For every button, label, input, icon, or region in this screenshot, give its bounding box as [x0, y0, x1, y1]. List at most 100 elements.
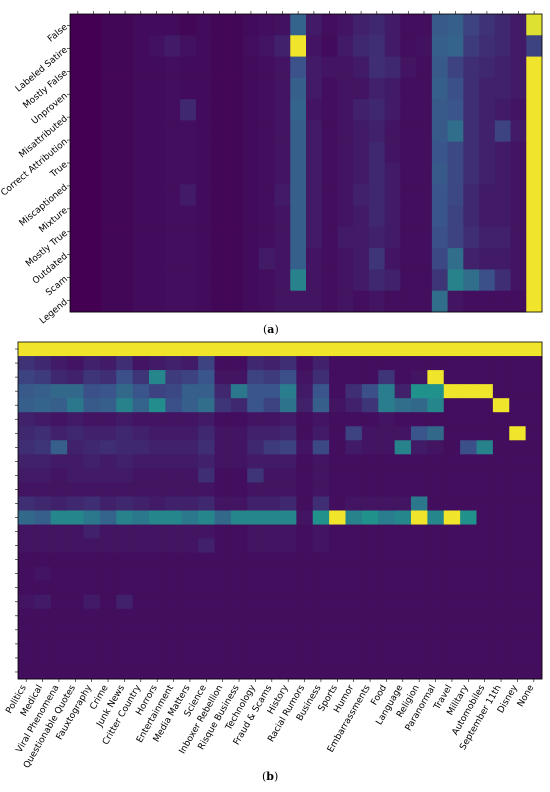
heatmap-a-ylabel: False [46, 22, 70, 44]
heatmap-b-cell [263, 454, 281, 469]
heatmap-b-cell [165, 384, 183, 399]
heatmap-b-cell [165, 566, 183, 582]
heatmap-b-cell [460, 552, 477, 568]
heatmap-a-cell [463, 290, 480, 313]
heatmap-b-cell [443, 356, 461, 371]
caption-a-close: ) [274, 323, 279, 336]
heatmap-b-cell [476, 370, 494, 385]
heatmap-b-cell [476, 468, 494, 483]
heatmap-b-cell [312, 412, 330, 427]
heatmap-b-cell [411, 342, 428, 357]
heatmap-b-cell [345, 426, 363, 441]
heatmap-a-cell [258, 56, 275, 79]
heatmap-b-cell [460, 510, 477, 525]
heatmap-b-cell [132, 608, 150, 624]
heatmap-b-cell [492, 594, 510, 610]
heatmap-a-cell [479, 269, 496, 292]
heatmap-b-cell [247, 622, 265, 638]
heatmap-a-cell [321, 248, 338, 270]
heatmap-a-cell [148, 56, 165, 79]
heatmap-b-cell [34, 650, 52, 666]
heatmap-b-cell [198, 510, 215, 525]
heatmap-b-cell [214, 552, 232, 568]
heatmap-a-cell [400, 269, 417, 292]
heatmap-b-cell [361, 356, 379, 371]
heatmap-b-cell [247, 538, 265, 554]
heatmap-b-cell [492, 384, 510, 399]
heatmap-a-cell [306, 248, 323, 270]
heatmap-b-cell [83, 538, 101, 554]
heatmap-b-cell [411, 538, 428, 554]
heatmap-a-cell [274, 290, 291, 313]
caption-a: (a) [263, 323, 279, 336]
heatmap-b-cell [411, 664, 428, 680]
heatmap-b-cell [280, 524, 297, 539]
heatmap-a-cell [416, 163, 433, 185]
heatmap-a-cell [431, 99, 448, 121]
heatmap-b-cell [181, 538, 199, 554]
heatmap-b-cell [132, 664, 150, 680]
heatmap-b-cell [34, 426, 52, 441]
heatmap-a-cell [526, 14, 543, 36]
heatmap-b-cell [230, 482, 248, 497]
heatmap-a-cell [321, 56, 338, 79]
heatmap-b-cell [34, 552, 52, 568]
heatmap-b-cell [181, 398, 199, 413]
heatmap-a-cell [180, 226, 197, 249]
heatmap-b-cell [427, 482, 445, 497]
heatmap-b-cell [132, 482, 150, 497]
heatmap-b-cell [230, 622, 248, 638]
heatmap-a-cell [479, 35, 496, 57]
heatmap-a-cell [494, 290, 511, 313]
heatmap-a-cell [290, 205, 307, 228]
heatmap-a-cell [353, 77, 370, 100]
heatmap-b-cell [116, 454, 134, 469]
heatmap-a-cell [290, 99, 307, 121]
heatmap-a-cell [148, 99, 165, 121]
heatmap-b-cell [116, 594, 134, 610]
heatmap-b-cell [214, 370, 232, 385]
heatmap-a-cell [337, 184, 354, 206]
heatmap-a-cell [85, 163, 102, 185]
heatmap-a-cell [211, 14, 228, 36]
heatmap-b-cell [345, 594, 363, 610]
heatmap-a-cell [132, 35, 150, 57]
heatmap-b-cell [67, 342, 84, 357]
heatmap-a-cell [306, 226, 323, 249]
heatmap-b-cell [312, 608, 330, 624]
heatmap-b-cell [230, 552, 248, 568]
heatmap-b-cell [18, 454, 35, 469]
heatmap-b-cell [132, 510, 150, 525]
heatmap-a-cell [494, 56, 511, 79]
heatmap-b-cell [214, 412, 232, 427]
heatmap-a-cell [101, 290, 118, 313]
heatmap-b-cell [296, 636, 314, 652]
heatmap-b-cell [181, 664, 199, 680]
heatmap-b-cell [296, 440, 314, 455]
heatmap-b-cell [67, 398, 84, 413]
heatmap-a-cell [321, 141, 338, 164]
heatmap-b-cell [280, 370, 297, 385]
heatmap-a-cell [431, 184, 448, 206]
heatmap-b-cell [525, 398, 543, 413]
heatmap-b-cell [443, 538, 461, 554]
heatmap-a-cell [148, 35, 165, 57]
heatmap-a-cell [258, 269, 275, 292]
heatmap-b-cell [214, 342, 232, 357]
heatmap-a-cell [400, 77, 417, 100]
heatmap-a-cell [494, 77, 511, 100]
heatmap-b-cell [230, 440, 248, 455]
heatmap-a-cell [195, 14, 212, 36]
heatmap-a-cell [526, 184, 543, 206]
heatmap-b-cell [181, 454, 199, 469]
heatmap-b-cell [149, 664, 166, 680]
heatmap-b-cell [443, 650, 461, 666]
heatmap-b-cell [83, 608, 101, 624]
heatmap-b-cell [476, 384, 494, 399]
heatmap-a-cell [117, 141, 134, 164]
heatmap-a-cell [132, 14, 150, 36]
heatmap-b-cell [361, 510, 379, 525]
heatmap-a-cell [132, 99, 150, 121]
heatmap-a-cell [431, 290, 448, 313]
heatmap-b-cell [296, 342, 314, 357]
